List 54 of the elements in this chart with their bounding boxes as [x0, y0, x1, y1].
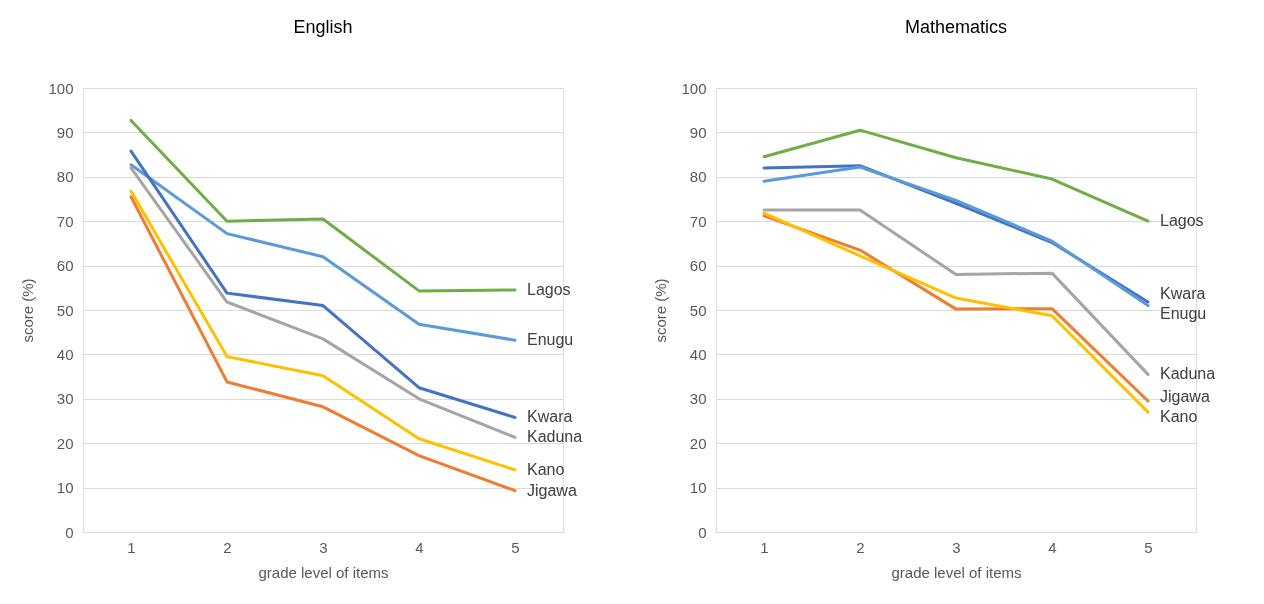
y-tick-label: 40 [56, 345, 74, 363]
y-tick-label: 60 [689, 257, 707, 275]
y-tick-label: 0 [698, 523, 707, 541]
series-label: Jigawa [527, 481, 577, 499]
y-tick-label: 50 [689, 301, 707, 319]
series-label: Kwara [527, 408, 573, 426]
series-label: Lagos [527, 281, 571, 299]
y-tick-label: 40 [689, 345, 707, 363]
x-tick-label: 5 [511, 538, 520, 556]
y-axis-title: score (%) [652, 278, 670, 343]
series-label: Enugu [527, 331, 574, 349]
series-label: Kano [527, 460, 565, 478]
y-axis-title: score (%) [19, 278, 37, 343]
series-label: Kwara [1160, 284, 1206, 302]
series-label: Lagos [1160, 212, 1204, 230]
series-label: Kaduna [527, 428, 583, 446]
chart-title: Mathematics [904, 17, 1008, 37]
series-label: Kaduna [1160, 365, 1216, 383]
y-tick-label: 90 [689, 123, 707, 141]
y-tick-label: 0 [65, 523, 74, 541]
x-axis-title: grade level of items [258, 563, 389, 581]
y-tick-label: 70 [56, 212, 74, 230]
series-label: Jigawa [1160, 387, 1210, 405]
y-tick-label: 100 [681, 79, 707, 97]
y-tick-label: 20 [689, 434, 707, 452]
y-tick-label: 20 [56, 434, 74, 452]
y-tick-label: 80 [56, 168, 74, 186]
y-tick-label: 30 [689, 390, 707, 408]
x-tick-label: 1 [127, 538, 136, 556]
x-tick-label: 3 [319, 538, 328, 556]
x-tick-label: 4 [415, 538, 424, 556]
y-tick-label: 50 [56, 301, 74, 319]
y-tick-label: 90 [56, 123, 74, 141]
line-series [762, 208, 1150, 376]
x-tick-label: 2 [856, 538, 865, 556]
chart-title: English [293, 17, 353, 37]
y-tick-label: 10 [689, 479, 707, 497]
x-tick-label: 5 [1144, 538, 1153, 556]
y-tick-label: 30 [56, 390, 74, 408]
line-series [762, 128, 1150, 223]
y-tick-label: 10 [56, 479, 74, 497]
series-label: Enugu [1160, 304, 1207, 322]
line-series [129, 163, 517, 342]
x-tick-label: 2 [223, 538, 232, 556]
x-tick-label: 1 [760, 538, 769, 556]
y-tick-label: 70 [689, 212, 707, 230]
x-tick-label: 4 [1048, 538, 1057, 556]
x-axis-title: grade level of items [891, 563, 1022, 581]
y-tick-label: 80 [689, 168, 707, 186]
line-series [129, 118, 517, 293]
x-tick-label: 3 [952, 538, 961, 556]
y-tick-label: 100 [48, 79, 74, 97]
series-label: Kano [1160, 407, 1198, 425]
y-tick-label: 60 [56, 257, 74, 275]
